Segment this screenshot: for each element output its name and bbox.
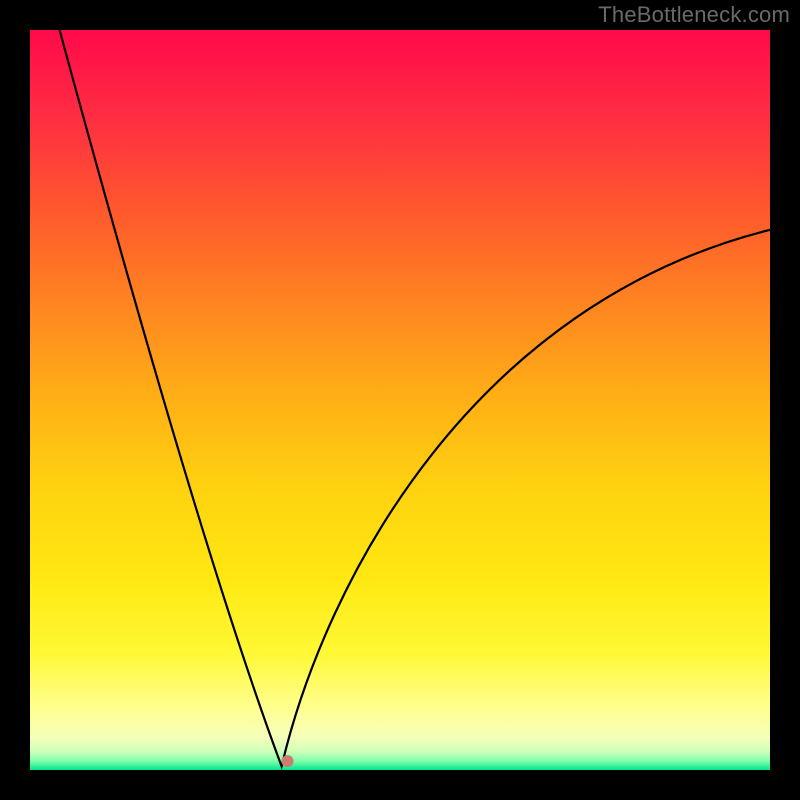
watermark-text: TheBottleneck.com [598, 2, 790, 28]
chart-container: TheBottleneck.com [0, 0, 800, 800]
minimum-marker [282, 755, 294, 767]
chart-svg [0, 0, 800, 800]
plot-area [30, 30, 770, 770]
